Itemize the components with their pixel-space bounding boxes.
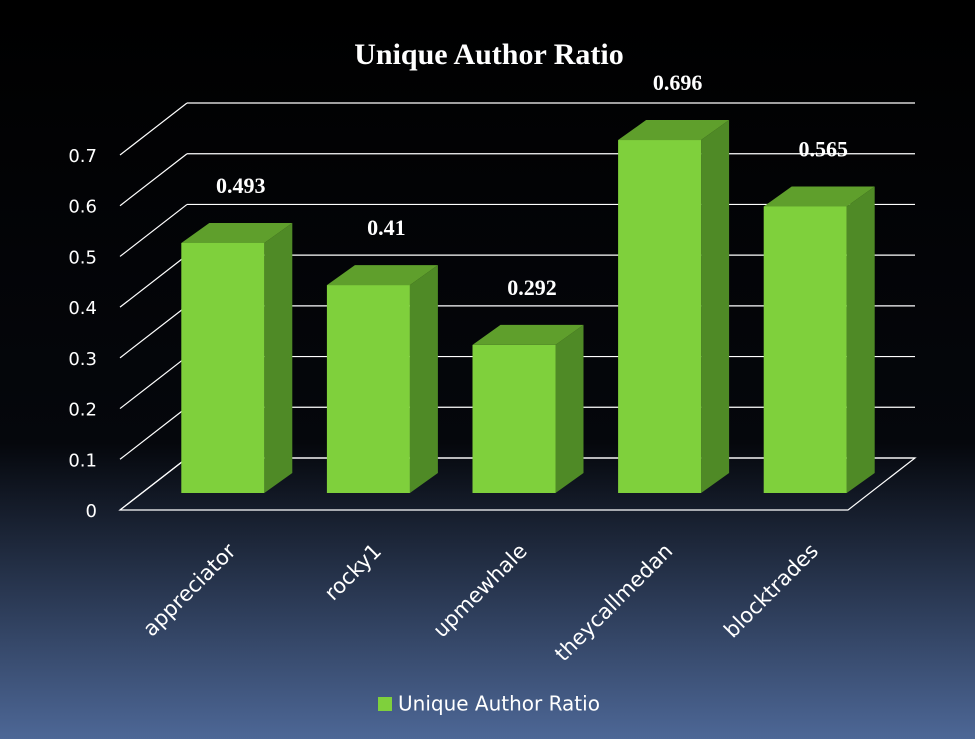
- bar: [181, 242, 265, 493]
- y-tick-label: 0.6: [68, 197, 97, 218]
- y-tick-label: 0.3: [68, 349, 97, 370]
- bar-top: [618, 120, 730, 141]
- grid-line: [119, 254, 188, 308]
- y-tick-label: 0.2: [68, 400, 97, 421]
- bar-side: [409, 265, 438, 493]
- bar-top: [472, 324, 584, 345]
- grid-line: [119, 102, 188, 156]
- bar: [326, 285, 410, 493]
- value-label: 0.493: [216, 173, 266, 198]
- legend-swatch: [378, 697, 392, 711]
- y-tick-label: 0.1: [68, 450, 97, 471]
- y-tick-label: 0.5: [68, 247, 97, 268]
- y-tick-label: 0.7: [68, 146, 97, 167]
- bar-side: [555, 324, 584, 493]
- bar-top: [326, 265, 438, 286]
- legend-label: Unique Author Ratio: [398, 692, 600, 716]
- value-label: 0.565: [798, 137, 848, 162]
- bar-top: [181, 222, 293, 243]
- value-label: 0.41: [367, 215, 406, 240]
- bar-side: [846, 186, 875, 493]
- grid-line: [119, 153, 188, 207]
- bar: [618, 140, 702, 493]
- y-tick-label: 0.4: [68, 298, 97, 319]
- value-label: 0.292: [507, 275, 557, 300]
- grid-line: [119, 406, 188, 460]
- bar-top: [763, 186, 875, 207]
- bar: [763, 206, 847, 493]
- bar-side: [701, 120, 730, 494]
- bar: [472, 344, 556, 493]
- grid-line: [119, 457, 188, 511]
- chart-title: Unique Author Ratio: [354, 38, 624, 71]
- bar-side: [264, 222, 293, 493]
- grid-line: [119, 356, 188, 410]
- value-label: 0.696: [653, 70, 703, 95]
- grid-line: [119, 203, 188, 257]
- y-tick-label: 0: [86, 501, 97, 522]
- grid-line: [119, 305, 188, 359]
